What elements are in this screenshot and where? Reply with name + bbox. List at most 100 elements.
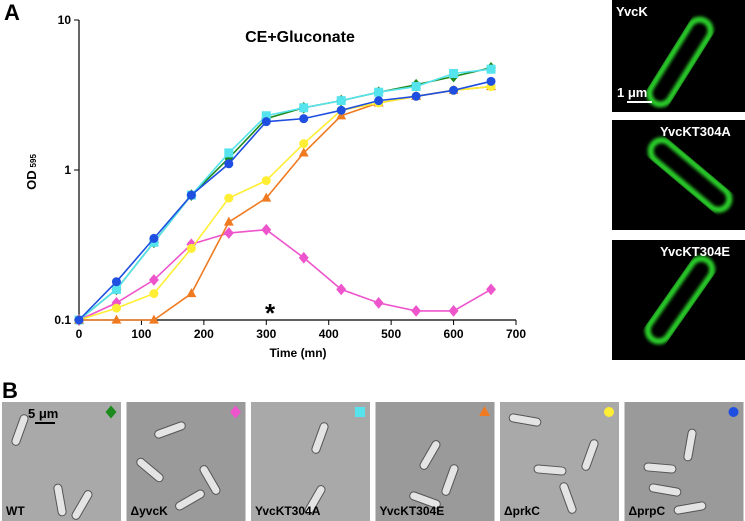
panel-c: YvcK YvcKT304A YvcKT304E 1 μm: [612, 0, 745, 360]
marker: [299, 139, 309, 149]
marker: [449, 68, 459, 78]
panel-label: B: [2, 378, 18, 403]
marker: [111, 277, 121, 287]
cell-fluorescence: [644, 255, 716, 345]
cell-fluorescence: [647, 137, 733, 213]
x-tick-label: 300: [256, 327, 276, 341]
marker: [261, 111, 271, 121]
y-axis-label: OD 595: [24, 154, 39, 190]
marker: [74, 315, 84, 325]
cell: [199, 465, 221, 495]
x-tick-label: 0: [76, 327, 83, 341]
x-axis-label: Time (mn): [269, 346, 326, 360]
image-label: YvcKT304A: [660, 124, 731, 139]
marker: [336, 96, 346, 106]
marker: [355, 407, 365, 417]
chart-title: CE+Gluconate: [245, 29, 355, 46]
strain-label: YvcKT304A: [255, 504, 321, 518]
fluorescence-image: [612, 0, 745, 112]
x-tick-label: 400: [319, 327, 339, 341]
cell: [643, 462, 677, 474]
cell: [441, 464, 459, 496]
y-axis-label-main: OD: [24, 170, 39, 190]
cell: [533, 464, 567, 476]
strain-label: YvcKT304E: [380, 504, 445, 518]
marker: [604, 407, 614, 417]
cell: [311, 422, 329, 454]
fluorescence-image: [612, 240, 745, 360]
marker: [298, 251, 309, 264]
marker: [411, 305, 422, 317]
cell: [508, 413, 542, 427]
cell: [559, 482, 577, 514]
panel-label: A: [4, 0, 20, 25]
cell: [175, 489, 205, 511]
cell: [409, 491, 441, 509]
marker: [299, 103, 309, 113]
cell: [648, 483, 682, 497]
y-axis-label-sub: 595: [29, 154, 38, 168]
marker: [374, 96, 384, 106]
marker: [486, 283, 496, 296]
marker: [224, 148, 234, 158]
marker: [728, 407, 739, 417]
marker: [111, 303, 121, 313]
series-line: [79, 85, 492, 321]
cell: [154, 421, 186, 439]
y-tick-label: 0.1: [54, 313, 71, 327]
strain-label: ΔprpC: [629, 504, 666, 518]
marker: [299, 114, 309, 124]
marker: [479, 406, 490, 416]
marker: [374, 87, 384, 97]
strain-label: ΔprkC: [504, 504, 540, 518]
cell: [71, 490, 93, 520]
marker: [186, 243, 196, 253]
marker: [486, 76, 496, 86]
marker: [336, 110, 347, 120]
marker: [411, 82, 421, 92]
marker: [373, 297, 384, 309]
marker: [448, 305, 459, 317]
marker: [148, 314, 159, 324]
cell: [683, 428, 697, 462]
marker: [149, 233, 159, 243]
cell: [53, 483, 67, 517]
panel-b: WT ΔyvcK YvcKT304A YvcKT304E ΔprkC ΔprpC 5 μm: [2, 402, 744, 521]
y-tick-label: 10: [58, 13, 72, 27]
series-line: [78, 85, 492, 321]
marker: [223, 227, 234, 239]
micrograph: [624, 402, 744, 521]
x-tick-label: 100: [131, 327, 151, 341]
series-line: [78, 68, 492, 321]
marker: [224, 159, 234, 169]
marker: [111, 314, 122, 324]
annotation: *: [265, 298, 276, 328]
cell: [673, 501, 707, 515]
marker: [149, 289, 159, 299]
marker: [261, 192, 272, 202]
x-tick-label: 700: [506, 327, 526, 341]
marker: [111, 284, 121, 294]
marker: [298, 147, 309, 157]
marker: [449, 85, 459, 95]
series-line: [78, 80, 492, 321]
image-label: YvcK: [616, 4, 648, 19]
marker: [148, 274, 159, 286]
marker: [230, 405, 241, 419]
x-tick-label: 600: [444, 327, 464, 341]
marker: [186, 190, 196, 200]
marker: [411, 91, 421, 101]
cell: [136, 457, 164, 483]
cell: [419, 440, 441, 470]
cell: [581, 439, 599, 471]
marker: [261, 176, 271, 186]
marker: [336, 283, 347, 296]
marker: [336, 105, 346, 115]
series-line: [78, 228, 492, 321]
x-tick-label: 500: [381, 327, 401, 341]
x-tick-label: 200: [194, 327, 214, 341]
scale-bar-label: 5 μm: [28, 406, 58, 421]
